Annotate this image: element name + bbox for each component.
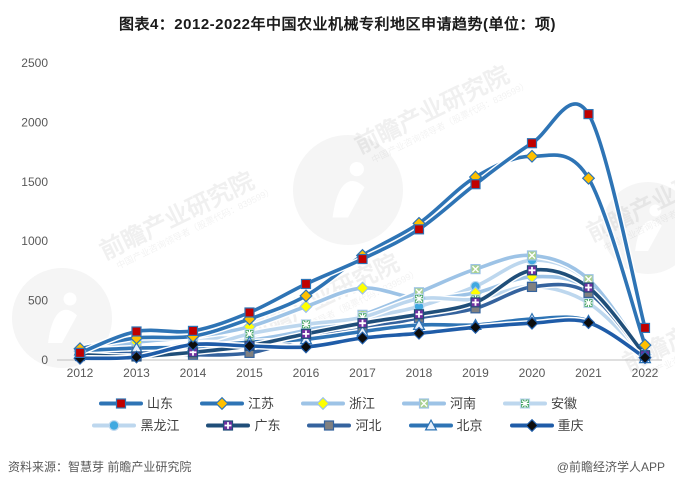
x-axis-tick: 2020 <box>519 366 546 380</box>
legend-marker-chongqing-icon <box>509 418 554 433</box>
x-axis-tick: 2018 <box>406 366 433 380</box>
y-axis-tick: 500 <box>28 294 48 308</box>
y-axis-tick: 1500 <box>21 175 48 189</box>
credit-note: @前瞻经济学人APP <box>556 460 665 474</box>
legend-label: 广东 <box>254 417 281 433</box>
watermark-logo-icon <box>12 268 112 368</box>
legend-marker-shandong-icon <box>98 398 143 409</box>
legend-item-guangdong: 广东 <box>205 418 280 433</box>
y-axis-tick: 2000 <box>21 115 48 129</box>
legend-marker-beijing-icon <box>408 418 453 431</box>
legend-label: 河北 <box>355 417 382 433</box>
x-axis-tick: 2021 <box>575 366 602 380</box>
legend-item-anhui: 安徽 <box>502 396 577 411</box>
legend-marker-heilongjiang-icon <box>92 420 137 431</box>
source-note: 资料来源：智慧芽 前瞻产业研究院 <box>8 460 192 474</box>
y-axis-tick: 2500 <box>21 56 48 70</box>
chart-legend: 山东 江苏 浙江 河南 安徽 黑龙江 广东 河北 北京 重庆 <box>0 396 675 433</box>
y-axis-tick: 1000 <box>21 234 48 248</box>
legend-label: 北京 <box>456 417 483 433</box>
series-markers-shandong <box>74 108 651 358</box>
legend-item-hebei: 河北 <box>306 417 382 433</box>
x-axis-tick: 2019 <box>462 366 489 380</box>
legend-marker-anhui-icon <box>503 398 548 409</box>
legend-label: 黑龙江 <box>140 417 180 433</box>
legend-label: 安徽 <box>551 395 578 411</box>
x-axis-tick: 2014 <box>180 366 207 380</box>
legend-marker-zhejiang-icon <box>300 396 345 411</box>
watermark-logo-icon <box>602 182 675 274</box>
x-axis-tick: 2012 <box>67 366 94 380</box>
chart-title: 图表4：2012-2022年中国农业机械专利地区申请趋势(单位：项) <box>118 16 557 33</box>
plot-area: 前瞻产业研究院 中国产业咨询领导者（股票代码：839599） 前瞻产业研究院 中国产业… <box>0 42 675 394</box>
y-axis-tick: 0 <box>41 353 48 367</box>
x-axis-tick: 2022 <box>632 366 659 380</box>
legend-item-henan: 河南 <box>401 396 476 411</box>
legend-label: 浙江 <box>348 395 375 411</box>
footer: 资料来源：智慧芽 前瞻产业研究院 @前瞻经济学人APP <box>0 458 675 475</box>
svg-text:前瞻产业研究院: 前瞻产业研究院 <box>95 167 258 266</box>
legend-row-2: 黑龙江 广东 河北 北京 重庆 <box>91 417 584 433</box>
legend-marker-guangdong-icon <box>206 420 251 431</box>
x-axis-tick: 2015 <box>236 366 263 380</box>
legend-label: 江苏 <box>247 395 274 411</box>
legend-item-beijing: 北京 <box>408 418 483 433</box>
x-axis-tick: 2017 <box>349 366 376 380</box>
legend-marker-jiangsu-icon <box>199 396 244 411</box>
legend-label: 山东 <box>146 395 173 411</box>
legend-marker-hebei-icon <box>307 420 352 431</box>
legend-item-heilongjiang: 黑龙江 <box>91 418 179 433</box>
legend-item-jiangsu: 江苏 <box>199 396 274 411</box>
x-axis-tick: 2013 <box>123 366 150 380</box>
legend-marker-henan-icon <box>402 398 446 409</box>
legend-row-1: 山东 江苏 浙江 河南 安徽 <box>98 396 577 411</box>
legend-item-chongqing: 重庆 <box>509 418 584 433</box>
legend-label: 河南 <box>450 395 477 411</box>
svg-text:前瞻产业研究院: 前瞻产业研究院 <box>350 61 513 160</box>
legend-label: 重庆 <box>557 417 584 433</box>
legend-item-zhejiang: 浙江 <box>300 396 375 411</box>
watermark-logo-icon <box>293 135 403 245</box>
x-axis-tick: 2016 <box>293 366 320 380</box>
legend-item-shandong: 山东 <box>98 396 173 411</box>
